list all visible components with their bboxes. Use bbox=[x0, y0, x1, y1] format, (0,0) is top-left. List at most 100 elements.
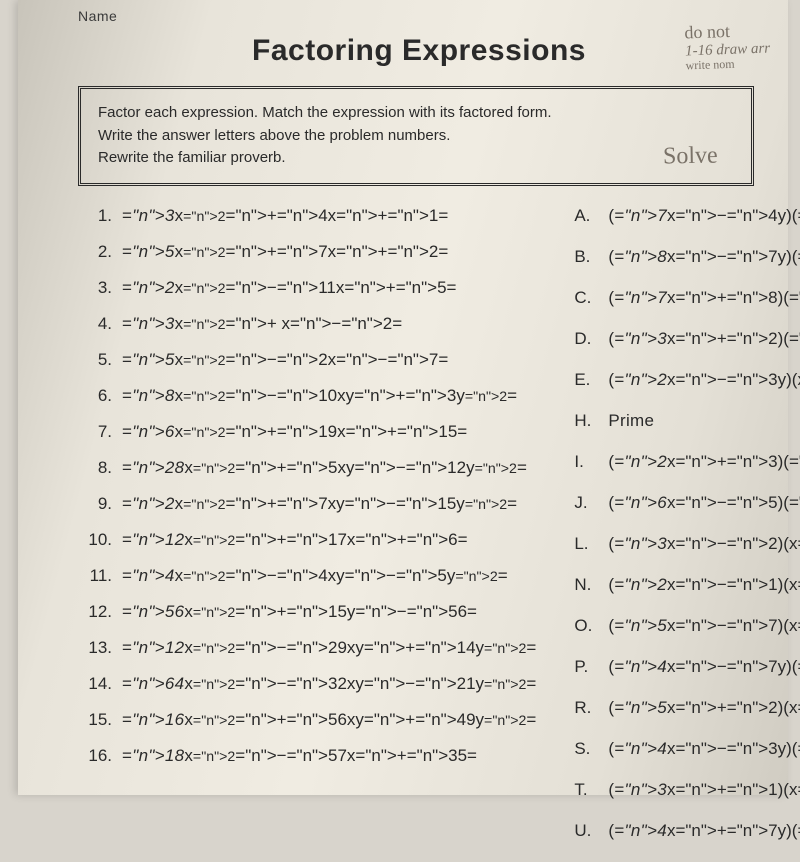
problem-number: 7. bbox=[82, 422, 112, 442]
problem-row: 11.="n">4x="n">2 ="n">− ="n">4xy ="n">− … bbox=[82, 566, 536, 586]
problem-row: 1.="n">3x="n">2 ="n">+ ="n">4x ="n">+ ="… bbox=[82, 206, 536, 226]
content-columns: 1.="n">3x="n">2 ="n">+ ="n">4x ="n">+ ="… bbox=[78, 206, 760, 862]
answer-letter: N. bbox=[574, 575, 600, 595]
answer-letter: B. bbox=[574, 247, 600, 267]
answer-expression: Prime bbox=[608, 411, 654, 431]
name-label: Name bbox=[78, 8, 760, 24]
answer-row: S.(="n">4x ="n">− ="n">3y) (="n">2x ="n"… bbox=[574, 739, 800, 759]
answer-row: B.(="n">8x ="n">− ="n">7y) (="n">8x ="n"… bbox=[574, 247, 800, 267]
answer-expression: (="n">3 bbox=[608, 329, 667, 349]
problem-row: 13.="n">12x="n">2 ="n">− ="n">29xy ="n">… bbox=[82, 638, 536, 658]
instr-line: Rewrite the familiar proverb. bbox=[98, 147, 734, 170]
problem-row: 5.="n">5x="n">2 ="n">− ="n">2x ="n">− ="… bbox=[82, 350, 536, 370]
handwriting-margin: do not 1-16 draw arr write nom bbox=[684, 21, 771, 73]
problem-row: 4.="n">3x="n">2 ="n">+ x ="n">− ="n">2 = bbox=[82, 314, 536, 334]
answer-row: L.(="n">3x ="n">− ="n">2) (x ="n">+ ="n"… bbox=[574, 534, 800, 554]
problem-expression: ="n">2 bbox=[122, 278, 175, 298]
problem-expression: ="n">3 bbox=[122, 314, 175, 334]
answer-row: C.(="n">7x ="n">+ ="n">8) (="n">8x ="n">… bbox=[574, 288, 800, 308]
answer-expression: (="n">5 bbox=[608, 698, 667, 718]
problem-row: 7.="n">6x="n">2 ="n">+ ="n">19x ="n">+ =… bbox=[82, 422, 536, 442]
page-title: Factoring Expressions bbox=[252, 34, 586, 68]
problem-row: 6.="n">8x="n">2 ="n">− ="n">10xy ="n">+ … bbox=[82, 386, 536, 406]
problem-number: 9. bbox=[82, 494, 112, 514]
answer-row: I.(="n">2x ="n">+ ="n">3) (="n">3x ="n">… bbox=[574, 452, 800, 472]
instr-line: Write the answer letters above the probl… bbox=[98, 125, 734, 148]
instruction-text: Factor each expression. Match the expres… bbox=[84, 92, 748, 180]
problem-expression: ="n">16 bbox=[122, 710, 184, 730]
problem-number: 12. bbox=[82, 602, 112, 622]
problem-number: 13. bbox=[82, 638, 112, 658]
answer-letter: D. bbox=[574, 329, 600, 349]
answer-expression: (="n">4 bbox=[608, 739, 667, 759]
answer-expression: (="n">2 bbox=[608, 452, 667, 472]
problem-row: 2.="n">5x="n">2 ="n">+ ="n">7x ="n">+ ="… bbox=[82, 242, 536, 262]
answer-row: N.(="n">2x ="n">− ="n">1) (x ="n">− ="n"… bbox=[574, 575, 800, 595]
answer-row: P.(="n">4x ="n">− ="n">7y) (="n">3x ="n"… bbox=[574, 657, 800, 677]
problem-expression: ="n">12 bbox=[122, 638, 184, 658]
title-row: Factoring Expressions do not 1-16 draw a… bbox=[78, 34, 760, 68]
answer-expression: (="n">7 bbox=[608, 206, 667, 226]
answer-row: T.(="n">3x ="n">+ ="n">1) (x ="n">+ ="n"… bbox=[574, 780, 800, 800]
problem-row: 9.="n">2x="n">2 ="n">+ ="n">7xy ="n">− =… bbox=[82, 494, 536, 514]
problem-expression: ="n">28 bbox=[122, 458, 184, 478]
worksheet-page: Name Factoring Expressions do not 1-16 d… bbox=[18, 0, 788, 795]
problem-expression: ="n">6 bbox=[122, 422, 175, 442]
answer-row: H. Prime bbox=[574, 411, 800, 431]
problem-expression: ="n">64 bbox=[122, 674, 184, 694]
problem-row: 15.="n">16x="n">2 ="n">+ ="n">56xy ="n">… bbox=[82, 710, 536, 730]
answer-letter: H. bbox=[574, 411, 600, 431]
problem-row: 3.="n">2x="n">2 ="n">− ="n">11x ="n">+ =… bbox=[82, 278, 536, 298]
answer-expression: (="n">4 bbox=[608, 657, 667, 677]
problem-number: 8. bbox=[82, 458, 112, 478]
problem-expression: ="n">8 bbox=[122, 386, 175, 406]
answer-letter: P. bbox=[574, 657, 600, 677]
answer-letter: R. bbox=[574, 698, 600, 718]
problem-number: 2. bbox=[82, 242, 112, 262]
answer-letter: S. bbox=[574, 739, 600, 759]
answer-row: D.(="n">3x ="n">+ ="n">2) (="n">4x ="n">… bbox=[574, 329, 800, 349]
answer-letter: I. bbox=[574, 452, 600, 472]
answer-expression: (="n">8 bbox=[608, 247, 667, 267]
answers-column: A.(="n">7x ="n">− ="n">4y) (="n">4x ="n"… bbox=[574, 206, 800, 862]
answer-expression: (="n">6 bbox=[608, 493, 667, 513]
problem-expression: ="n">2 bbox=[122, 494, 175, 514]
problem-number: 6. bbox=[82, 386, 112, 406]
answer-row: U.(="n">4x ="n">+ ="n">7y) (="n">4x ="n"… bbox=[574, 821, 800, 841]
problem-number: 4. bbox=[82, 314, 112, 334]
problem-row: 8.="n">28x="n">2 ="n">+ ="n">5xy ="n">− … bbox=[82, 458, 536, 478]
answer-expression: (="n">4 bbox=[608, 821, 667, 841]
answer-letter: T. bbox=[574, 780, 600, 800]
problem-number: 14. bbox=[82, 674, 112, 694]
answer-expression: (="n">3 bbox=[608, 534, 667, 554]
problem-expression: ="n">5 bbox=[122, 350, 175, 370]
problem-expression: ="n">5 bbox=[122, 242, 175, 262]
handwriting-solve: Solve bbox=[663, 137, 718, 174]
problem-expression: ="n">3 bbox=[122, 206, 175, 226]
answer-letter: L. bbox=[574, 534, 600, 554]
problems-column: 1.="n">3x="n">2 ="n">+ ="n">4x ="n">+ ="… bbox=[82, 206, 536, 862]
problem-row: 10.="n">12x="n">2 ="n">+ ="n">17x ="n">+… bbox=[82, 530, 536, 550]
problem-expression: ="n">4 bbox=[122, 566, 175, 586]
answer-expression: (="n">3 bbox=[608, 780, 667, 800]
instr-line: Factor each expression. Match the expres… bbox=[98, 102, 734, 125]
handwriting-line: write nom bbox=[685, 57, 770, 73]
problem-number: 15. bbox=[82, 710, 112, 730]
problem-expression: ="n">18 bbox=[122, 746, 184, 766]
answer-letter: C. bbox=[574, 288, 600, 308]
problem-number: 10. bbox=[82, 530, 112, 550]
answer-letter: U. bbox=[574, 821, 600, 841]
answer-row: R.(="n">5x ="n">+ ="n">2) (x ="n">+ ="n"… bbox=[574, 698, 800, 718]
problem-number: 16. bbox=[82, 746, 112, 766]
problem-number: 3. bbox=[82, 278, 112, 298]
answer-expression: (="n">7 bbox=[608, 288, 667, 308]
problem-row: 16.="n">18x="n">2 ="n">− ="n">57x ="n">+… bbox=[82, 746, 536, 766]
answer-row: O.(="n">5x ="n">− ="n">7) (x ="n">+ ="n"… bbox=[574, 616, 800, 636]
problem-number: 1. bbox=[82, 206, 112, 226]
answer-expression: (="n">2 bbox=[608, 370, 667, 390]
answer-row: E.(="n">2x ="n">− ="n">3y) (x ="n">+ ="n… bbox=[574, 370, 800, 390]
answer-expression: (="n">5 bbox=[608, 616, 667, 636]
answer-letter: O. bbox=[574, 616, 600, 636]
problem-number: 5. bbox=[82, 350, 112, 370]
answer-letter: E. bbox=[574, 370, 600, 390]
